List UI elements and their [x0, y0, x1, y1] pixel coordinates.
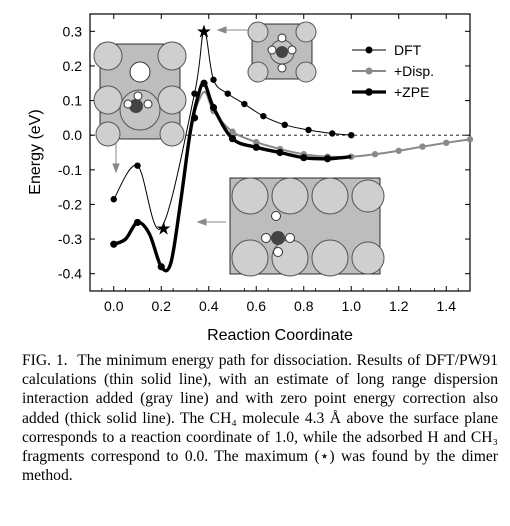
- data-point: [133, 218, 142, 227]
- data-point: [252, 143, 260, 151]
- pointer-arrows: [112, 26, 248, 226]
- x-tick-label: 0.0: [104, 298, 124, 314]
- data-point: [276, 148, 284, 157]
- data-point: [229, 128, 236, 135]
- data-point: [329, 130, 336, 137]
- y-tick-label: 0.2: [63, 58, 83, 74]
- data-point: [110, 240, 118, 248]
- data-point: [443, 139, 450, 147]
- legend-label-zpe: +ZPE: [394, 84, 429, 100]
- data-point: [209, 103, 218, 112]
- data-point: [305, 126, 312, 134]
- x-tick-label: 0.2: [152, 298, 172, 314]
- x-tick-label: 1.4: [437, 298, 457, 314]
- plot-frame: [89, 13, 471, 292]
- caption-text: The minimum energy path for dissociation…: [22, 352, 499, 485]
- data-point: [281, 121, 288, 128]
- y-tick-label: 0.1: [63, 93, 83, 109]
- x-tick-label: 1.2: [389, 298, 409, 314]
- data-point: [253, 138, 260, 146]
- structure-inset-reactant: [229, 177, 385, 277]
- structure-inset-product: [93, 41, 187, 147]
- series-line: [113, 81, 352, 273]
- y-tick-label: -0.4: [58, 266, 82, 282]
- data-point: [323, 155, 332, 163]
- data-point: [241, 100, 248, 108]
- data-point: [395, 147, 402, 154]
- data-point: [210, 76, 217, 83]
- data-point: [419, 143, 426, 150]
- data-point: [190, 114, 199, 122]
- data-point: [466, 136, 474, 143]
- legend-item-disp: +Disp.: [352, 63, 434, 79]
- y-tick-label: 0.3: [63, 23, 83, 39]
- x-tick-label: 0.8: [294, 298, 314, 314]
- data-point: [228, 135, 237, 143]
- data-point: [300, 154, 308, 162]
- saddle-star-marker: ★: [196, 21, 212, 42]
- legend: DFT +Disp. +ZPE: [352, 42, 434, 100]
- series-0: [110, 30, 355, 230]
- data-point: [260, 112, 267, 120]
- data-point: [200, 79, 208, 87]
- legend-item-zpe: +ZPE: [352, 84, 429, 100]
- x-tick-label: 0.6: [247, 298, 267, 314]
- y-tick-label: -0.3: [58, 231, 82, 247]
- x-tick-label: 0.4: [199, 298, 219, 314]
- data-point: [224, 90, 231, 97]
- legend-item-dft: DFT: [352, 42, 422, 58]
- data-point: [157, 263, 165, 271]
- structure-inset-saddle: [247, 21, 317, 83]
- series-line: [191, 90, 471, 158]
- minimum-star-marker: ★: [156, 219, 172, 240]
- data-point: [134, 162, 141, 169]
- data-point: [348, 131, 355, 139]
- x-axis-label: Reaction Coordinate: [207, 327, 353, 344]
- series-2: [110, 79, 352, 273]
- series-layer: [110, 30, 474, 273]
- series-1: [191, 90, 474, 160]
- legend-label-disp: +Disp.: [394, 63, 434, 79]
- data-point: [191, 90, 198, 97]
- legend-label-dft: DFT: [394, 42, 422, 58]
- caption-lead: FIG. 1.: [22, 352, 68, 369]
- tick-labels: 0.0 0.2 0.4 0.6 0.8 1.0 1.2 1.4 0.3 0.2 0.1 0.0 -0.1…: [58, 23, 456, 314]
- figure-caption: FIG. 1. The minimum energy path for diss…: [22, 351, 498, 485]
- x-tick-label: 1.0: [342, 298, 362, 314]
- data-point: [371, 151, 379, 158]
- star-markers: ★★: [156, 21, 213, 239]
- y-tick-label: 0.0: [63, 127, 83, 143]
- energy-path-figure: 0.0 0.2 0.4 0.6 0.8 1.0 1.2 1.4 0.3 0.2 0.1 0.0 -0.1…: [27, 13, 474, 344]
- y-axis-label: Energy (eV): [27, 109, 44, 194]
- y-tick-label: -0.1: [58, 162, 82, 178]
- y-tick-label: -0.2: [58, 196, 82, 212]
- data-point: [110, 196, 117, 203]
